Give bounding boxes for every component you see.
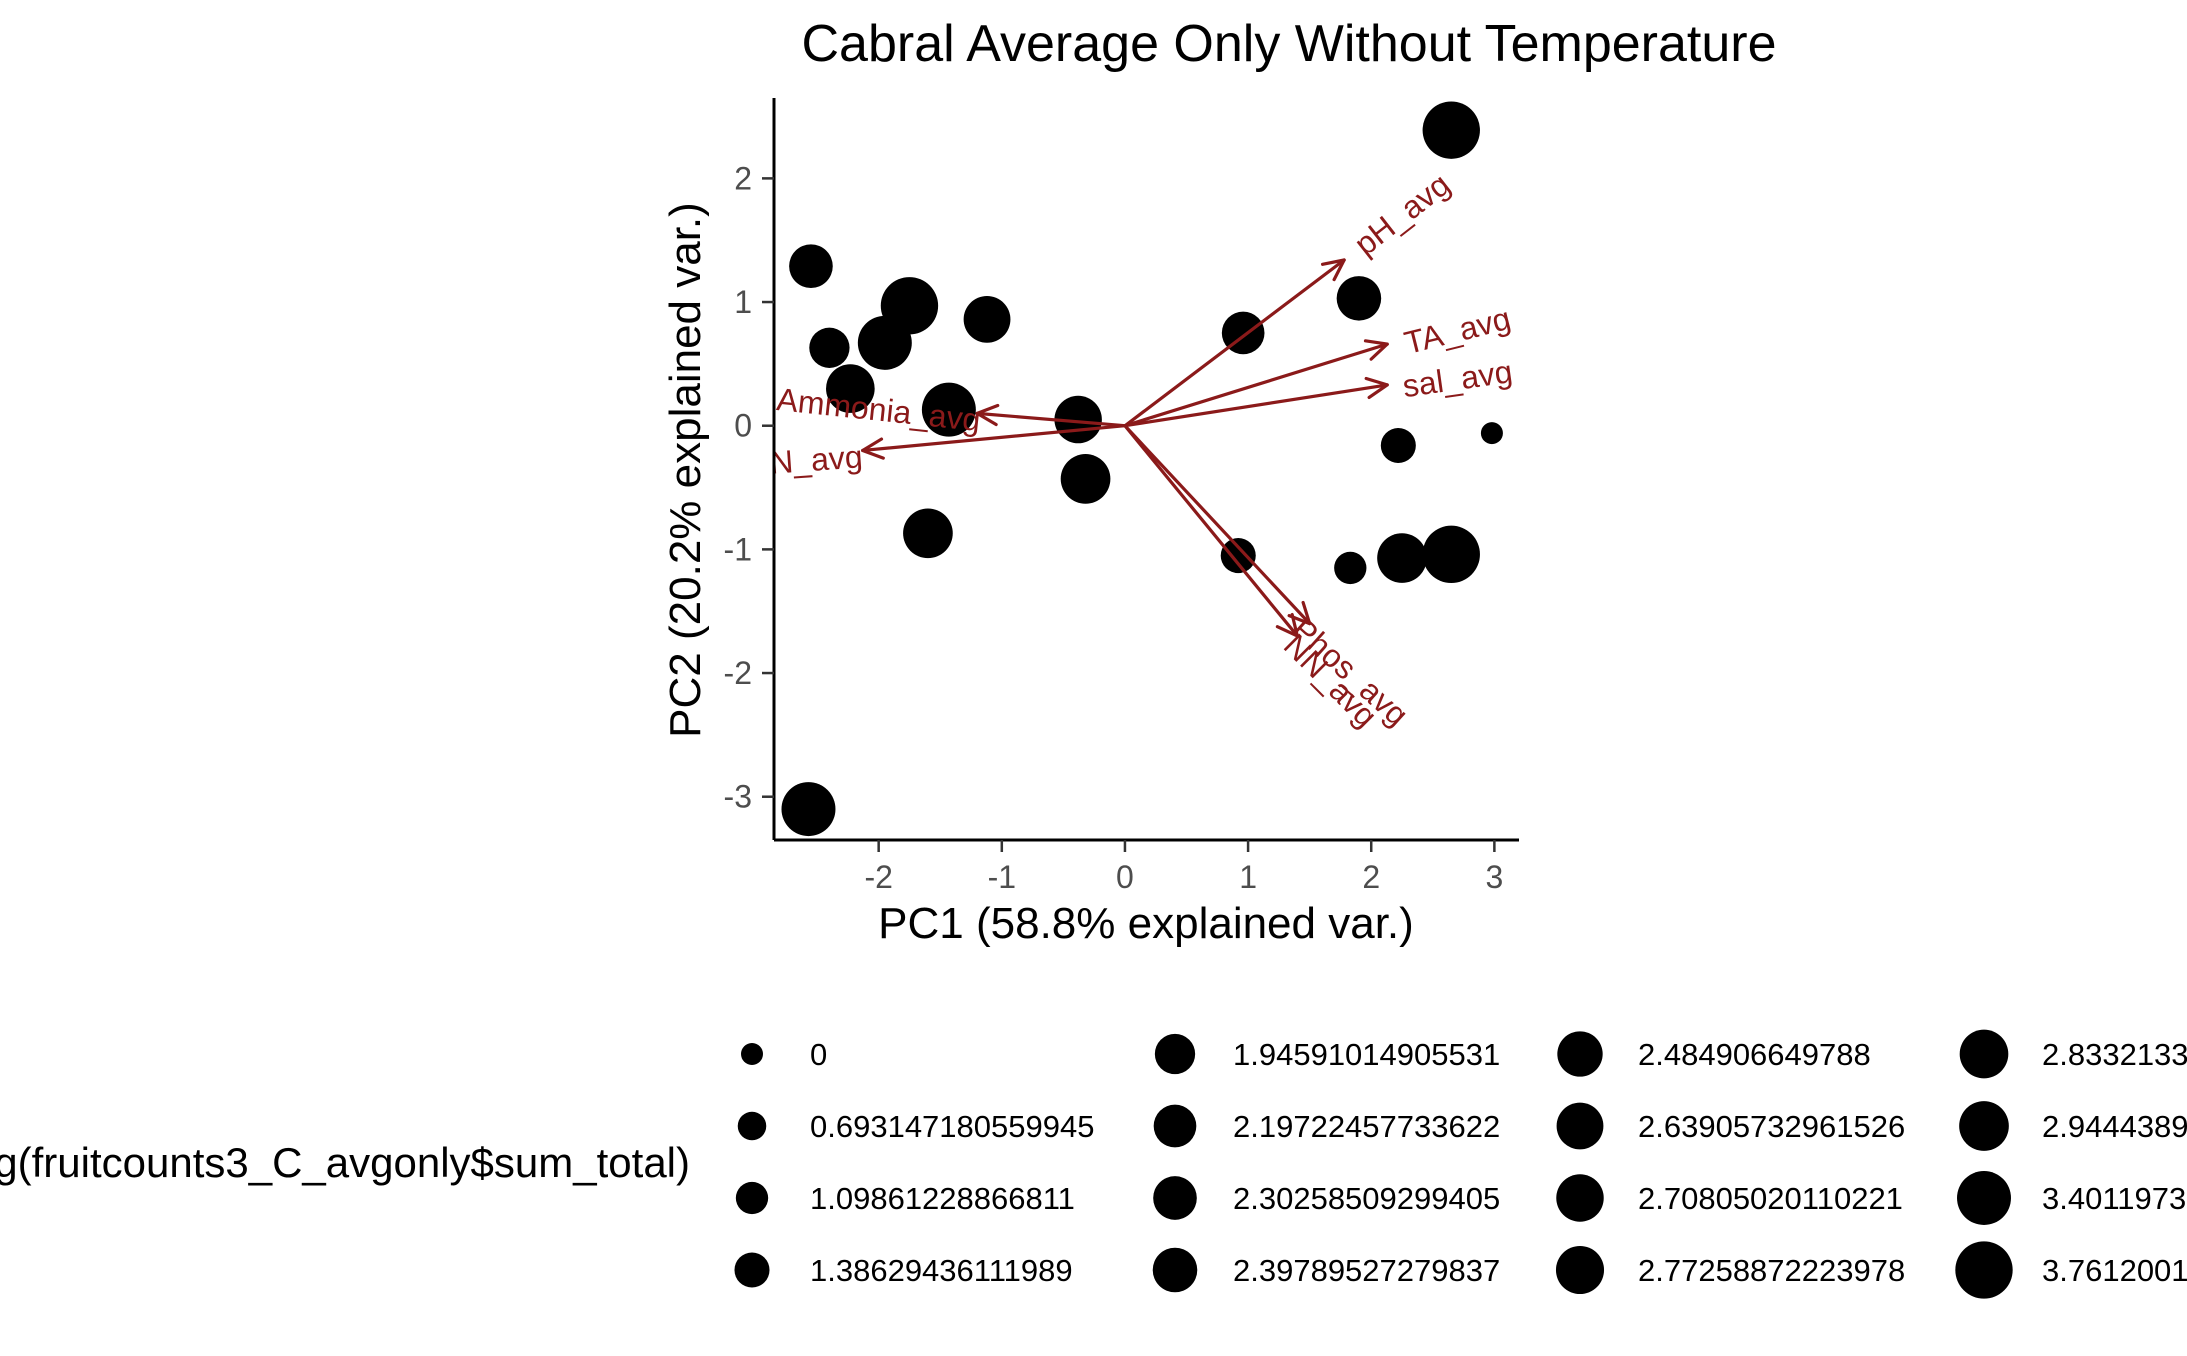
y-tick-label: 1 xyxy=(734,284,752,320)
y-tick-label: 2 xyxy=(734,160,752,196)
legend-label: 0.693147180559945 xyxy=(810,1109,1094,1144)
legend-entry-1: 0 xyxy=(741,1037,827,1072)
data-point-18 xyxy=(1377,533,1427,583)
legend-key xyxy=(735,1181,769,1215)
legend-key xyxy=(1556,1174,1604,1222)
legend-label: 2.70805020110221 xyxy=(1638,1181,1903,1216)
data-point-17 xyxy=(1334,551,1367,585)
legend-entry-14: 2.94443897916644 xyxy=(1959,1101,2187,1151)
legend-key xyxy=(1957,1171,2011,1225)
loading-label-2: TA_avg xyxy=(1401,300,1514,361)
legend-key xyxy=(1154,1033,1196,1075)
loading-label-3: sal_avg xyxy=(1400,353,1514,404)
data-point-2 xyxy=(789,244,833,289)
y-axis-title: PC2 (20.2% explained var.) xyxy=(661,202,710,738)
legend-entry-6: 2.19722457733622 xyxy=(1153,1104,1500,1148)
data-point-7 xyxy=(826,364,875,413)
legend-label: 3.76120011569356 xyxy=(2042,1253,2187,1288)
legend-key xyxy=(1955,1241,2013,1299)
y-ticks: 2 1 0 -1 -2 -3 xyxy=(724,160,774,815)
legend-entry-13: 2.83321334405622 xyxy=(1959,1029,2187,1079)
legend-entry-11: 2.70805020110221 xyxy=(1556,1174,1903,1222)
data-point-20 xyxy=(781,782,836,837)
loading-arrow-6: Phos_avg xyxy=(1123,424,1415,733)
legend-label: 2.83321334405622 xyxy=(2042,1037,2187,1072)
legend-key xyxy=(741,1043,763,1065)
legend-key xyxy=(1153,1176,1197,1220)
size-legend: log(fruitcounts3_C_avgonly$sum_total) 0 0… xyxy=(0,1029,2187,1299)
x-tick-label: 2 xyxy=(1362,859,1380,895)
legend-entry-4: 1.38629436111989 xyxy=(734,1252,1073,1288)
legend-label: 1.09861228866811 xyxy=(810,1181,1075,1216)
data-point-6 xyxy=(809,327,850,368)
loading-label-1: pH_avg xyxy=(1347,166,1456,262)
data-point-14 xyxy=(1380,427,1416,464)
y-tick-label: -2 xyxy=(724,655,752,691)
legend-key xyxy=(1557,1031,1603,1077)
legend-label: 2.39789527279837 xyxy=(1233,1253,1500,1288)
data-point-13 xyxy=(1336,276,1382,321)
y-tick-label: -3 xyxy=(724,779,752,815)
data-point-19 xyxy=(1422,525,1480,584)
x-tick-label: 3 xyxy=(1485,859,1503,895)
legend-key xyxy=(1152,1247,1198,1293)
legend-key xyxy=(1555,1245,1605,1295)
data-point-4 xyxy=(963,295,1011,343)
x-tick-label: -1 xyxy=(988,859,1016,895)
legend-key xyxy=(1959,1029,2009,1079)
legend-entry-16: 3.76120011569356 xyxy=(1955,1241,2187,1299)
legend-entry-9: 2.484906649788 xyxy=(1557,1031,1871,1077)
data-point-1 xyxy=(1422,101,1480,159)
legend-label: 2.19722457733622 xyxy=(1233,1109,1500,1144)
data-point-16 xyxy=(1220,538,1256,574)
x-ticks: -2 -1 0 1 2 3 xyxy=(864,840,1503,895)
legend-entry-12: 2.77258872223978 xyxy=(1555,1245,1905,1295)
y-tick-label: 0 xyxy=(734,408,752,444)
points-layer xyxy=(781,101,1503,837)
legend-key xyxy=(1153,1104,1197,1148)
legend-label: 1.38629436111989 xyxy=(810,1253,1073,1288)
x-tick-label: 0 xyxy=(1116,859,1134,895)
legend-label: 2.484906649788 xyxy=(1638,1037,1871,1072)
legend-entry-5: 1.94591014905531 xyxy=(1154,1033,1500,1075)
loading-label-5: NN_avg xyxy=(746,438,864,482)
x-tick-label: 1 xyxy=(1239,859,1257,895)
legend-entry-2: 0.693147180559945 xyxy=(737,1109,1094,1144)
legend-entry-10: 2.63905732961526 xyxy=(1556,1102,1905,1150)
legend-entry-15: 3.40119738166216 xyxy=(1957,1171,2187,1225)
legend-label: 2.63905732961526 xyxy=(1638,1109,1905,1144)
chart-title: Cabral Average Only Without Temperature xyxy=(801,15,1776,73)
legend-label: 0 xyxy=(810,1037,827,1072)
legend-label: 2.94443897916644 xyxy=(2042,1109,2187,1144)
legend-label: 1.94591014905531 xyxy=(1233,1037,1500,1072)
legend-title: log(fruitcounts3_C_avgonly$sum_total) xyxy=(0,1139,690,1186)
legend-entry-8: 2.39789527279837 xyxy=(1152,1247,1500,1293)
x-axis-title: PC1 (58.8% explained var.) xyxy=(878,899,1414,948)
data-point-8 xyxy=(921,382,976,437)
legend-entry-3: 1.09861228866811 xyxy=(735,1181,1075,1216)
x-tick-label: -2 xyxy=(864,859,892,895)
data-point-10 xyxy=(1060,454,1111,504)
data-point-5 xyxy=(857,315,912,370)
legend-label: 2.30258509299405 xyxy=(1233,1181,1500,1216)
legend-entry-7: 2.30258509299405 xyxy=(1153,1176,1500,1220)
legend-key xyxy=(1959,1101,2009,1151)
legend-key xyxy=(734,1252,770,1288)
legend-label: 3.40119738166216 xyxy=(2042,1181,2187,1216)
data-point-15 xyxy=(1480,422,1503,445)
legend-label: 2.77258872223978 xyxy=(1638,1253,1905,1288)
data-point-11 xyxy=(903,508,953,559)
legend-key xyxy=(1556,1102,1604,1150)
loading-arrow-5: NN_avg xyxy=(746,424,1127,482)
legend-key xyxy=(737,1111,767,1141)
y-tick-label: -1 xyxy=(724,531,752,567)
